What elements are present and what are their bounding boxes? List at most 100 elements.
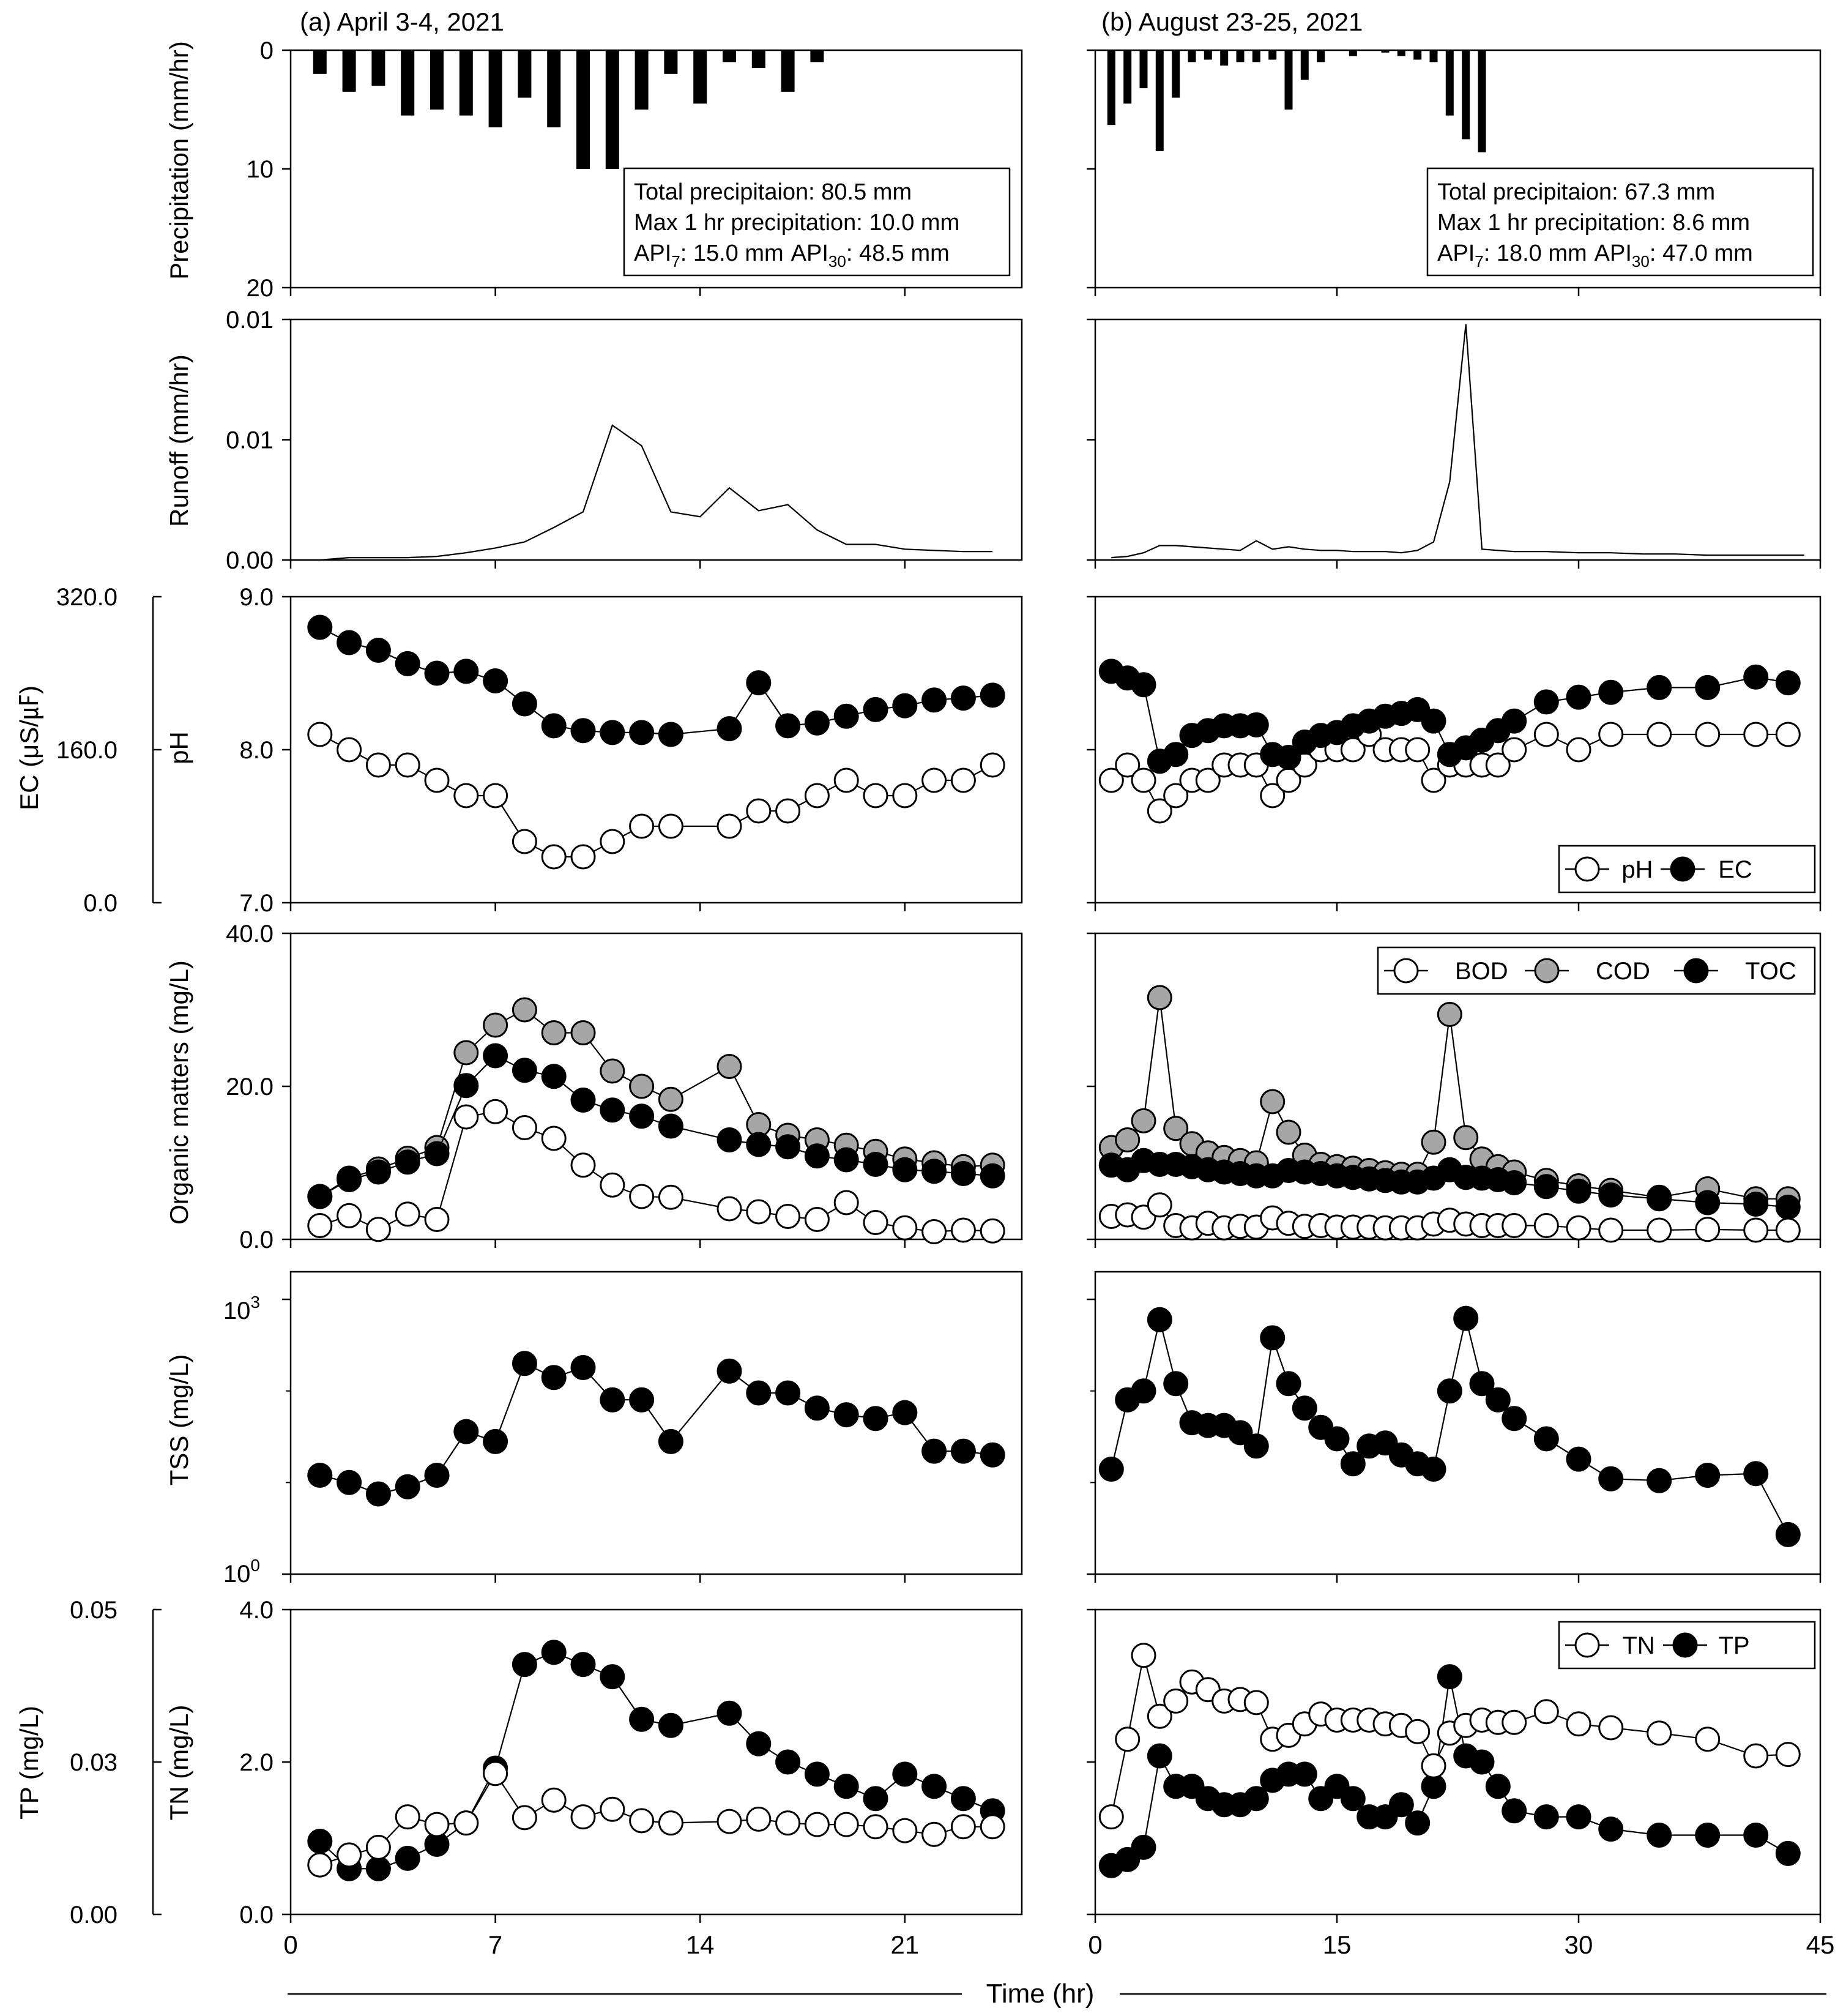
legend-tn-marker [1574, 1632, 1600, 1658]
b-bod-series-point-31 [1743, 1217, 1769, 1243]
b-ph-series-point-20 [1421, 767, 1446, 793]
a-tn-ytick-label-2: 4.0 [239, 1597, 274, 1624]
a-tss-series-point-21 [950, 1438, 976, 1464]
b-precip-bar-18 [1397, 50, 1405, 56]
a-tss-series-point-2 [365, 1481, 391, 1507]
a-toc-series-point-3 [395, 1149, 420, 1175]
b-tss-series-point-2 [1131, 1378, 1156, 1404]
b-bod-series-point-28 [1598, 1217, 1624, 1243]
b-tp-series-point-12 [1292, 1761, 1317, 1787]
a-toc-series-point-12 [658, 1113, 683, 1139]
a-bod-series-point-6 [483, 1099, 508, 1124]
a-ph-series-point-20 [921, 767, 947, 793]
b-tss-series-point-3 [1147, 1307, 1172, 1332]
a-toc-series-point-18 [863, 1152, 888, 1177]
b-precip-bar-21 [1445, 50, 1454, 116]
a-ec-series-point-15 [775, 713, 801, 739]
a-precip-ytick-label-1: 10 [247, 156, 274, 183]
a-bod-series-point-20 [921, 1219, 947, 1244]
a-ec-series-point-9 [570, 718, 596, 744]
b-tss-frame [1094, 1271, 1822, 1575]
b-ph-series-point-6 [1195, 767, 1221, 793]
b-ec-series-point-11 [1276, 745, 1301, 770]
info-box-b-frame [1426, 167, 1814, 277]
a-precip-bar-5 [459, 50, 473, 116]
b-tss-series-point-15 [1340, 1451, 1366, 1477]
a-tn-series-point-2 [365, 1834, 391, 1860]
b-tss-series-point-0 [1098, 1457, 1124, 1482]
b-toc-series-point-31 [1743, 1192, 1769, 1217]
a-ph-series-point-7 [512, 829, 537, 854]
b-tss-series-point-32 [1775, 1521, 1801, 1547]
info-b-api7-label: API [1437, 241, 1475, 266]
a-tss-series-point-12 [658, 1428, 683, 1454]
a-toc-series-point-13 [716, 1127, 742, 1152]
a-cod-series-point-9 [570, 1020, 596, 1045]
a-bod-series-point-8 [541, 1126, 567, 1151]
a-bod-series-point-22 [980, 1218, 1005, 1244]
b-toc-series-point-25 [1502, 1170, 1527, 1195]
a-toc-series-point-19 [892, 1157, 918, 1182]
a-ph-series-point-11 [629, 813, 655, 839]
info-b-max: Max 1 hr precipitation: 8.6 mm [1437, 210, 1750, 236]
tss-tick-high-base: 10 [223, 1297, 251, 1324]
b-cod-series-point-20 [1421, 1129, 1446, 1155]
a-bod-series-point-3 [395, 1201, 420, 1227]
a-ec-series-point-3 [395, 651, 420, 676]
a-cod-series-point-10 [600, 1058, 625, 1084]
a-tss-series-point-15 [775, 1380, 801, 1406]
a-ph-series-point-3 [395, 752, 420, 778]
b-tss-series-point-9 [1243, 1433, 1269, 1459]
tp-axis-label-2: 0.05 [70, 1597, 117, 1624]
a-tss-series-point-10 [600, 1387, 625, 1413]
a-xtick-label-3: 21 [890, 1930, 919, 1959]
legend-ec-marker [1670, 856, 1695, 882]
info-a-api30-label: API [791, 241, 828, 266]
legend-cod-label: COD [1596, 958, 1650, 985]
b-tp-series-point-29 [1647, 1823, 1672, 1848]
b-ph-series-point-0 [1098, 767, 1124, 793]
a-ec-series-point-11 [629, 720, 655, 745]
b-ec-series-point-4 [1163, 742, 1189, 767]
a-ph-series-point-1 [337, 737, 362, 763]
a-tp-series-point-15 [775, 1749, 801, 1775]
info-b-total: Total precipitaion: 67.3 mm [1437, 179, 1715, 205]
a-tn-series-point-7 [512, 1805, 537, 1831]
b-cod-series-point-10 [1260, 1089, 1286, 1114]
b-xtick-label-1: 15 [1323, 1930, 1352, 1959]
a-ph-ytick-label-0: 7.0 [239, 890, 274, 917]
b-ph-series-point-31 [1743, 722, 1769, 747]
b-tp-series-point-24 [1485, 1774, 1511, 1799]
info-b-api: API7: 18.0 mm API30: 47.0 mm [1437, 241, 1753, 271]
a-tss-series-point-1 [337, 1469, 362, 1495]
b-tn-series-point-29 [1647, 1720, 1672, 1746]
a-xtick-label-0: 0 [283, 1930, 297, 1959]
a-ph-series-point-5 [453, 783, 479, 808]
b-tn-series-point-3 [1147, 1703, 1172, 1729]
a-ph-series-point-21 [950, 767, 976, 793]
b-tp-series-point-26 [1533, 1804, 1559, 1830]
a-cod-series-point-8 [541, 1020, 567, 1045]
b-tp-series-point-15 [1340, 1786, 1366, 1812]
b-tn-series-point-31 [1743, 1743, 1769, 1769]
a-tn-series-point-13 [716, 1809, 742, 1834]
b-precip-bar-1 [1123, 50, 1132, 104]
a-ph-ytick-label-1: 8.0 [239, 737, 274, 764]
a-ec-series-point-21 [950, 685, 976, 711]
b-tss-series-point-30 [1695, 1463, 1721, 1488]
b-precip-bar-19 [1413, 50, 1422, 60]
legend-toc-label: TOC [1745, 958, 1796, 985]
a-precip-bar-13 [693, 50, 707, 104]
a-tn-ytick-label-1: 2.0 [239, 1749, 274, 1776]
a-tss-series-point-11 [629, 1387, 655, 1413]
b-tn-series-point-1 [1115, 1727, 1141, 1752]
b-ph-series-point-19 [1405, 737, 1431, 763]
b-tn-series-point-26 [1533, 1699, 1559, 1725]
b-ph-series-point-26 [1533, 722, 1559, 747]
a-ec-series-point-2 [365, 638, 391, 663]
b-tss-series-point-27 [1566, 1446, 1591, 1472]
b-toc-series-point-29 [1647, 1186, 1672, 1212]
legend-ph-ec: pH EC [1558, 845, 1816, 894]
b-tp-series-point-25 [1502, 1798, 1527, 1824]
a-bod-series-point-7 [512, 1115, 537, 1140]
